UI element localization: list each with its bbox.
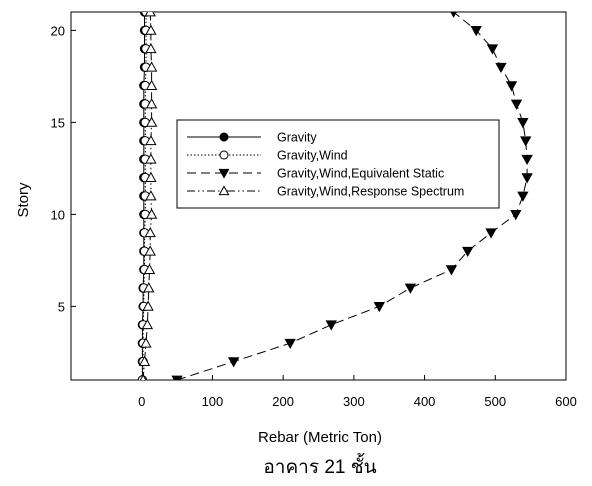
x-tick-label: 600 [555, 394, 577, 409]
data-point [145, 153, 157, 164]
data-point [373, 302, 385, 313]
y-axis-title: Story [15, 182, 32, 218]
data-point [284, 338, 296, 350]
data-point [145, 190, 157, 201]
y-tick-label: 20 [51, 23, 65, 38]
data-point [138, 355, 151, 366]
data-point [218, 168, 230, 179]
x-tick-label: 200 [272, 394, 294, 409]
data-point [505, 81, 518, 92]
y-tick-label: 5 [58, 299, 65, 314]
data-point [510, 210, 522, 221]
data-point [145, 24, 157, 35]
legend-entry: Gravity,Wind [187, 149, 348, 163]
y-tick-label: 15 [51, 115, 65, 130]
data-point [143, 263, 156, 274]
legend-label: Gravity,Wind,Equivalent Static [277, 167, 444, 181]
legend-entry: Gravity,Wind,Response Spectrum [187, 185, 464, 199]
data-point [145, 134, 157, 146]
data-point [139, 374, 147, 380]
y-tick-label: 10 [51, 207, 65, 222]
legend-entry: Gravity,Wind,Equivalent Static [187, 167, 444, 181]
data-point [227, 357, 240, 368]
legend-entry: Gravity [187, 131, 317, 145]
data-point [145, 116, 158, 127]
data-point [219, 132, 229, 142]
data-point [144, 245, 156, 256]
chart-caption: อาคาร 21 ชั้น [263, 453, 376, 478]
data-point [445, 265, 458, 276]
data-point [521, 154, 533, 166]
data-point [145, 61, 158, 72]
data-point [485, 228, 497, 239]
data-point [517, 118, 529, 129]
legend-label: Gravity [277, 131, 317, 145]
data-point [510, 99, 523, 110]
data-point [145, 208, 158, 219]
x-tick-label: 100 [202, 394, 224, 409]
x-tick-label: 500 [484, 394, 506, 409]
data-point [145, 98, 158, 109]
data-point [325, 320, 337, 331]
data-point [486, 44, 499, 55]
x-axis-title: Rebar (Metric Ton) [258, 429, 382, 446]
legend-label: Gravity,Wind [277, 149, 348, 163]
data-point [218, 185, 230, 196]
data-point [144, 226, 156, 238]
data-point [219, 150, 229, 160]
data-point [171, 375, 183, 380]
data-point [462, 246, 474, 258]
data-point [140, 337, 152, 348]
legend-box [176, 119, 500, 209]
data-point [470, 26, 482, 37]
data-point [145, 79, 158, 90]
data-point [404, 283, 417, 294]
data-point [145, 42, 157, 54]
data-point [521, 173, 533, 184]
data-point [144, 12, 156, 17]
data-point [145, 171, 157, 182]
x-tick-label: 300 [343, 394, 365, 409]
data-point [517, 191, 529, 202]
x-tick-label: 0 [138, 394, 145, 409]
data-point [141, 318, 154, 330]
data-point [450, 12, 457, 18]
data-point [143, 282, 155, 293]
data-point [520, 136, 532, 147]
x-tick-label: 400 [414, 394, 436, 409]
data-point [495, 62, 507, 74]
plot-frame [70, 11, 567, 381]
series-3 [171, 12, 533, 380]
legend-label: Gravity,Wind,Response Spectrum [277, 185, 464, 199]
series-4 [138, 12, 158, 380]
data-point [142, 300, 154, 311]
